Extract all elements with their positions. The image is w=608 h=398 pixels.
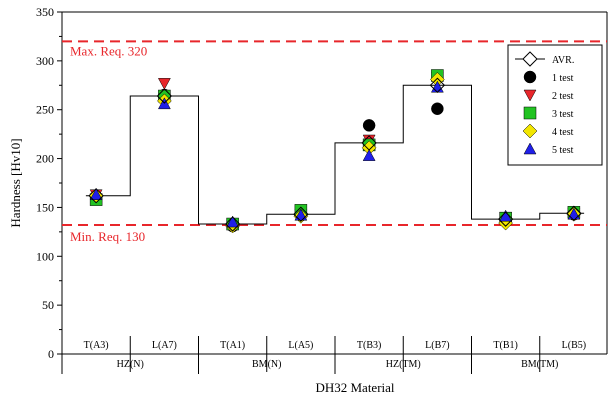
category-label: L(A5): [288, 340, 313, 351]
data-point-average: [224, 216, 241, 232]
data-point-5-test: [567, 207, 581, 220]
legend-box: [507, 44, 603, 166]
group-label: BM(N): [252, 359, 281, 370]
category-label: L(B7): [425, 340, 449, 351]
data-point-average: [361, 135, 377, 151]
y-tick-label: 100: [36, 249, 54, 263]
legend-label: 1 test: [552, 73, 574, 84]
group-label: HZ(TM): [386, 359, 421, 370]
data-point-2-test: [157, 78, 171, 90]
y-axis-title: Hardness [Hv10]: [8, 138, 23, 227]
legend-marker: [522, 51, 538, 67]
data-point-average: [156, 88, 173, 104]
category-label: T(A1): [220, 340, 245, 351]
category-label: L(B5): [562, 340, 586, 351]
legend-label: 3 test: [552, 109, 574, 120]
y-tick-label: 50: [42, 298, 54, 312]
y-tick-label: 250: [36, 103, 54, 117]
data-point-5-test: [89, 188, 103, 200]
reference-label: Max. Req. 320: [70, 43, 147, 58]
data-point-average: [429, 77, 446, 93]
category-label: T(A3): [84, 340, 109, 351]
group-label: HZ(N): [117, 359, 144, 370]
y-tick-label: 300: [36, 54, 54, 68]
category-label: L(A7): [152, 340, 177, 351]
data-point-average: [566, 205, 582, 221]
legend-marker: [523, 89, 537, 102]
y-tick-label: 350: [36, 5, 54, 19]
legend-label: 5 test: [552, 145, 574, 156]
data-point-1-test: [431, 102, 444, 115]
y-tick-label: 0: [48, 347, 54, 361]
legend-marker: [522, 123, 538, 139]
data-point-average: [293, 206, 309, 222]
x-axis-title: DH32 Material: [315, 380, 394, 395]
data-point-average: [88, 187, 104, 204]
data-point-5-test: [362, 149, 376, 161]
legend-label: AVR.: [552, 55, 574, 66]
legend-label: 2 test: [552, 91, 574, 102]
legend-label: 4 test: [552, 127, 574, 138]
data-point-5-test: [226, 215, 240, 228]
category-label: T(B1): [493, 340, 517, 351]
legend-marker: [523, 70, 537, 84]
y-tick-label: 200: [36, 152, 54, 166]
data-point-average: [497, 211, 514, 227]
y-tick-label: 150: [36, 200, 54, 214]
reference-label: Min. Req. 130: [70, 229, 145, 244]
category-label: T(B3): [357, 340, 381, 351]
legend-marker: [523, 142, 537, 155]
legend-marker: [523, 106, 537, 120]
group-label: BM(TM): [521, 359, 558, 370]
data-point-1-test: [362, 119, 376, 132]
data-point-5-test: [294, 208, 308, 221]
